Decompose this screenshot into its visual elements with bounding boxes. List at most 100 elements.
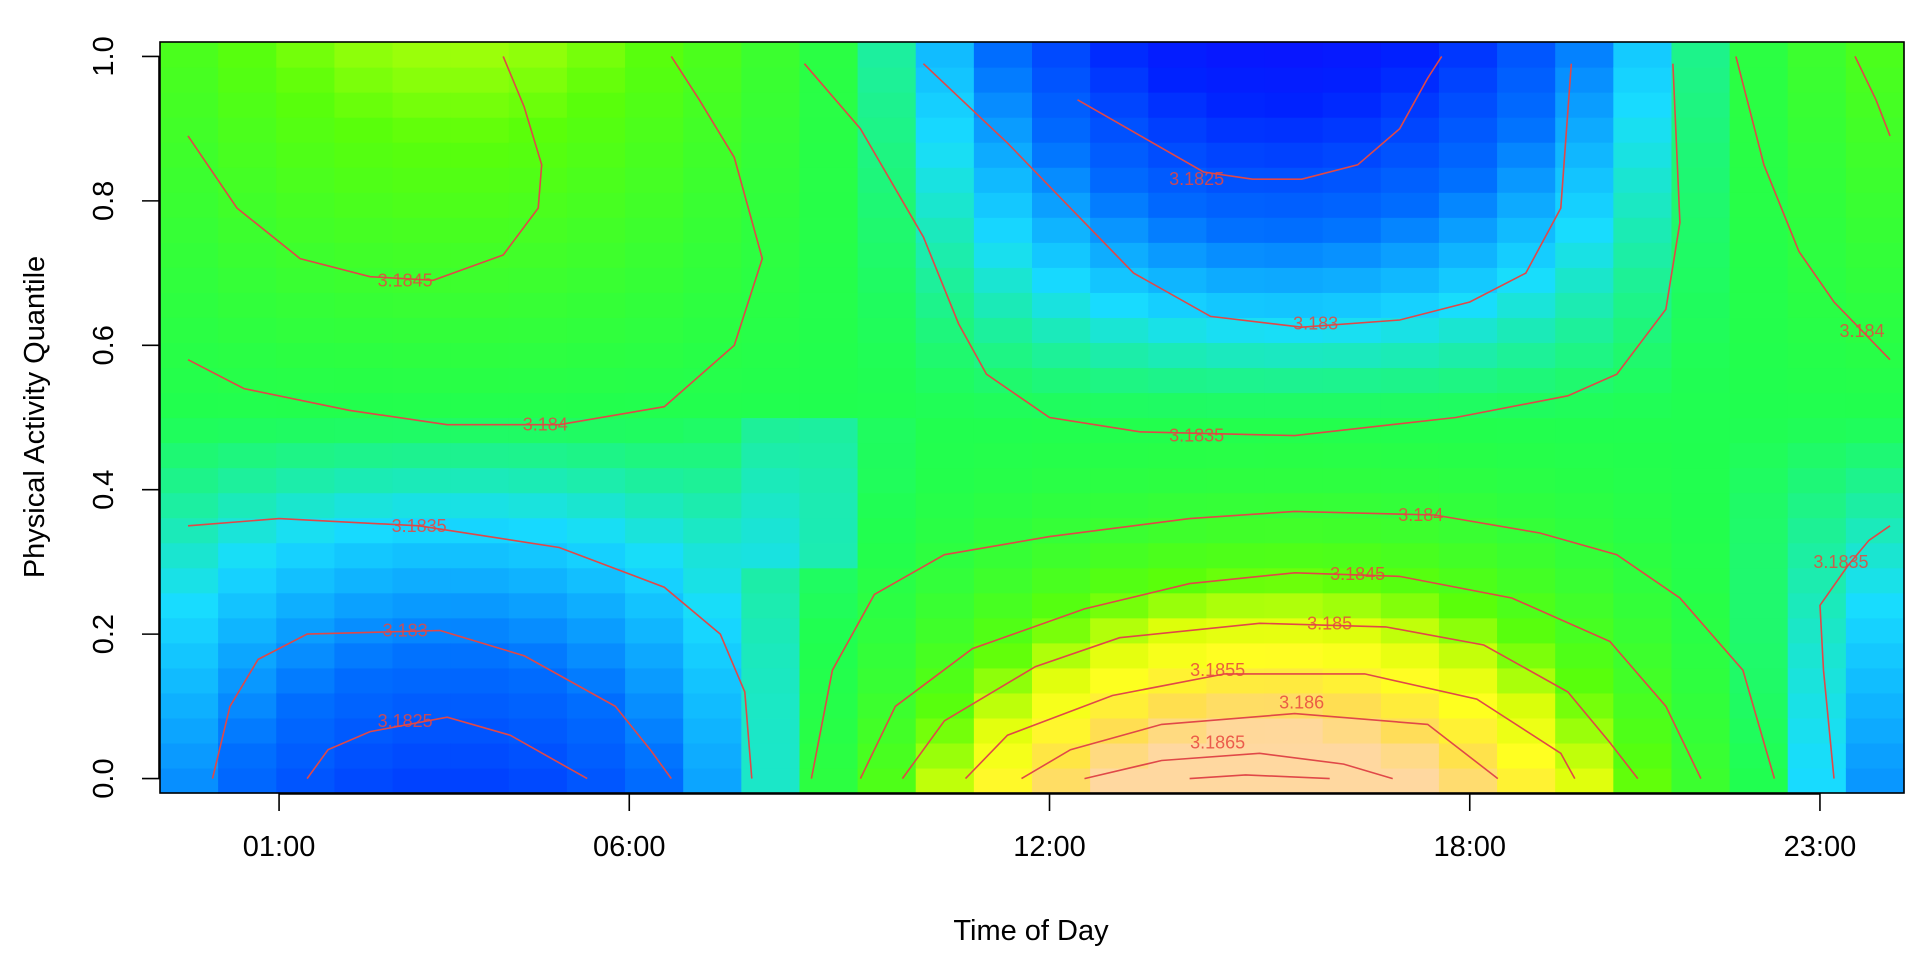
heatmap-cell <box>508 117 568 143</box>
heatmap-cell <box>741 117 801 143</box>
heatmap-cell <box>1729 492 1789 519</box>
contour-line <box>211 629 672 780</box>
heatmap-cell <box>799 767 859 794</box>
heatmap-cell <box>1090 742 1149 769</box>
heatmap-cell <box>392 367 452 394</box>
heatmap-cell <box>1845 242 1905 268</box>
heatmap-cell <box>1555 317 1614 343</box>
heatmap-cell <box>1613 192 1673 218</box>
heatmap-cell <box>160 42 219 68</box>
heatmap-cell <box>1845 767 1905 794</box>
heatmap-cell <box>915 517 975 544</box>
heatmap-cell <box>741 192 801 218</box>
heatmap-cell <box>1264 417 1324 444</box>
heatmap-cell <box>276 367 335 394</box>
heatmap-cell <box>276 442 335 469</box>
heatmap-cell <box>1845 317 1905 343</box>
heatmap-cell <box>1148 117 1207 143</box>
heatmap-cell <box>741 342 801 369</box>
heatmap-cell <box>1671 542 1731 569</box>
heatmap-cell <box>1729 167 1789 193</box>
contour-label: 3.1835 <box>1813 552 1868 572</box>
heatmap-cell <box>1090 567 1149 594</box>
heatmap-cell <box>1264 717 1324 744</box>
heatmap-cell <box>508 667 568 694</box>
heatmap-cell <box>392 442 452 469</box>
heatmap-cell <box>1438 617 1498 644</box>
heatmap-cell <box>915 317 975 343</box>
heatmap-cell <box>218 292 277 318</box>
heatmap-cell <box>1613 92 1673 118</box>
heatmap-cell <box>1206 517 1266 544</box>
x-tick-label: 12:00 <box>1013 831 1086 863</box>
heatmap-cell <box>276 92 335 118</box>
heatmap-cell <box>857 542 917 569</box>
heatmap-cell <box>392 467 452 494</box>
heatmap-cell <box>566 542 626 569</box>
heatmap-cell <box>1322 467 1382 494</box>
heatmap-cell <box>1613 67 1673 93</box>
heatmap-cell <box>566 567 626 594</box>
heatmap-cell <box>1322 717 1382 744</box>
heatmap-cell <box>450 617 510 644</box>
heatmap-cell <box>973 442 1033 469</box>
heatmap-cell <box>1264 517 1324 544</box>
heatmap-cell <box>1438 292 1498 318</box>
heatmap-cell <box>1787 117 1847 143</box>
heatmap-cell <box>1032 392 1091 419</box>
heatmap-cell <box>799 142 859 168</box>
heatmap-cell <box>1729 617 1789 644</box>
heatmap-cell <box>1613 517 1673 544</box>
heatmap-cell <box>799 342 859 369</box>
heatmap-cell <box>915 542 975 569</box>
heatmap-cell <box>1787 417 1847 444</box>
heatmap-cell <box>218 217 277 243</box>
contour-line <box>1735 56 1891 361</box>
heatmap-cell <box>1671 42 1731 68</box>
contour-line <box>803 63 1681 437</box>
heatmap-cell <box>1497 692 1556 719</box>
heatmap-cell <box>1613 267 1673 293</box>
heatmap-cell <box>392 92 452 118</box>
heatmap-cell <box>1148 67 1207 93</box>
heatmap-cell <box>1845 592 1905 619</box>
heatmap-cell <box>1671 192 1731 218</box>
heatmap-cell <box>218 667 277 694</box>
heatmap-cell <box>683 542 742 569</box>
heatmap-cell <box>1438 442 1498 469</box>
heatmap-cell <box>1787 742 1847 769</box>
heatmap-cell <box>799 217 859 243</box>
heatmap-cell <box>625 467 684 494</box>
heatmap-cell <box>799 592 859 619</box>
heatmap-cell <box>450 192 510 218</box>
heatmap-cell <box>450 742 510 769</box>
heatmap-cell <box>973 492 1033 519</box>
heatmap-cell <box>625 292 684 318</box>
heatmap-cell <box>566 117 626 143</box>
heatmap-cell <box>1206 367 1266 394</box>
heatmap-cell <box>1729 592 1789 619</box>
heatmap-cell <box>1438 92 1498 118</box>
heatmap-cell <box>1438 667 1498 694</box>
heatmap-cell <box>1671 367 1731 394</box>
heatmap-cell <box>334 642 394 669</box>
heatmap-cell <box>160 542 219 569</box>
x-tick-label: 01:00 <box>243 831 316 863</box>
heatmap-cell <box>1148 767 1207 794</box>
heatmap-cell <box>683 717 742 744</box>
heatmap-cell <box>1671 517 1731 544</box>
heatmap-cell <box>1497 492 1556 519</box>
contour-label: 3.1835 <box>392 516 447 536</box>
heatmap-cell <box>1845 292 1905 318</box>
heatmap-cell <box>392 292 452 318</box>
heatmap-cell <box>450 442 510 469</box>
heatmap-cell <box>625 767 684 794</box>
heatmap-cell <box>566 492 626 519</box>
heatmap-cell <box>1206 392 1266 419</box>
heatmap-cell <box>741 767 801 794</box>
heatmap-cell <box>1206 192 1266 218</box>
heatmap-cell <box>1090 142 1149 168</box>
heatmap-cell <box>857 442 917 469</box>
heatmap-cell <box>625 267 684 293</box>
heatmap-cell <box>857 142 917 168</box>
